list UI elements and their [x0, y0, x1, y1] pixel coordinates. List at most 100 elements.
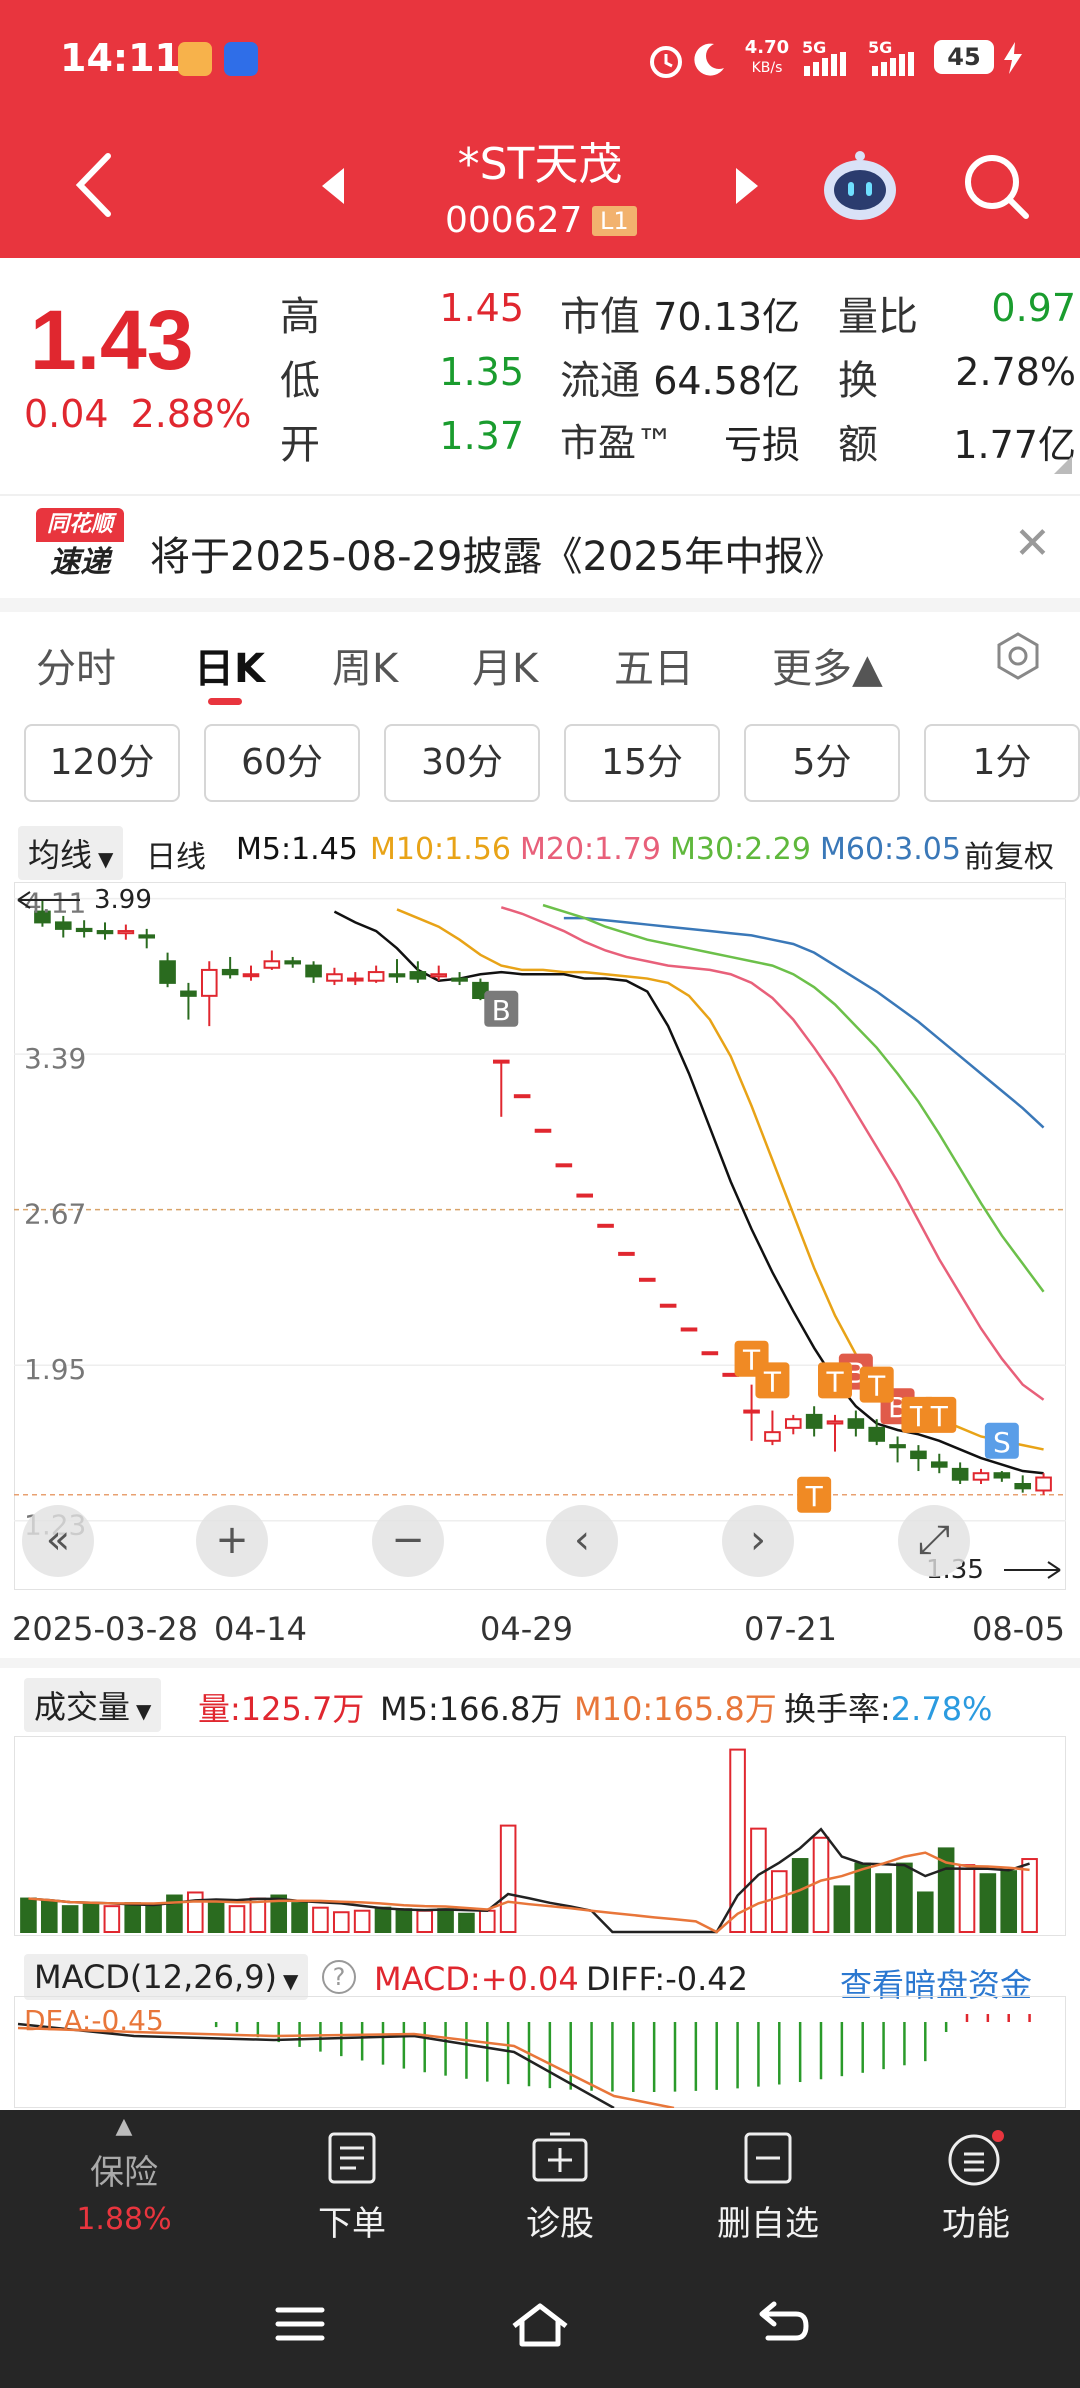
back-nav-icon[interactable]	[752, 2300, 812, 2350]
candle	[346, 977, 364, 982]
ma-line-m60	[563, 916, 1045, 1129]
scroll-right-button[interactable]: ›	[722, 1505, 794, 1577]
order-doc-icon	[328, 2132, 376, 2184]
next-stock-icon[interactable]	[732, 166, 762, 206]
tab-more[interactable]: 更多▲	[772, 646, 883, 692]
volume-ma10-line	[28, 1851, 1030, 1934]
volume-bar	[61, 1905, 79, 1934]
prev-stock-icon[interactable]	[318, 166, 348, 206]
macd-chart[interactable]	[14, 1996, 1066, 2108]
trade-marker-label: T	[805, 1480, 824, 1513]
period-5min[interactable]: 5分	[744, 724, 900, 802]
ma-dropdown[interactable]: 均线 ▼	[18, 826, 124, 880]
macd-frame	[14, 1996, 1066, 2108]
adjust-label[interactable]: 前复权	[964, 840, 1054, 875]
zoom-out-button[interactable]: −	[372, 1505, 444, 1577]
candle	[972, 1472, 990, 1481]
tab-weekly-k[interactable]: 周K	[332, 646, 399, 692]
trade-marker-label: T	[867, 1370, 886, 1403]
y-tick-label: 2.67	[24, 1198, 86, 1231]
recent-apps-icon[interactable]	[270, 2300, 330, 2350]
sim1-label: 5G	[802, 38, 827, 57]
volume-bar	[958, 1864, 976, 1933]
settings-icon[interactable]	[992, 630, 1044, 682]
network-speed: 4.70 KB/s	[744, 37, 790, 77]
volume-dropdown[interactable]: 成交量 ▼	[24, 1678, 162, 1732]
nav-order[interactable]: 下单	[272, 2130, 432, 2245]
volume-bar	[353, 1909, 371, 1934]
volume-bar	[1000, 1870, 1018, 1933]
back-icon[interactable]	[70, 150, 120, 220]
volume-bar	[458, 1912, 475, 1933]
trade-marker	[984, 1422, 1019, 1459]
ma10-value: M10:1.56	[370, 832, 511, 867]
scroll-left-button[interactable]: ‹	[546, 1505, 618, 1577]
trade-marker-label: T	[763, 1365, 782, 1398]
candle	[263, 960, 281, 969]
tab-five-day[interactable]: 五日	[614, 646, 694, 692]
candle	[75, 927, 93, 933]
divider	[0, 598, 1080, 612]
trade-marker	[484, 990, 519, 1027]
news-banner[interactable]: 同花顺 速递 将于2025-08-29披露《2025年中报》 ✕	[0, 494, 1080, 598]
robot-assistant-icon[interactable]	[820, 148, 900, 224]
dark-pool-link[interactable]: 查看暗盘资金	[840, 1966, 1033, 2004]
candle	[200, 968, 218, 997]
candle	[430, 973, 448, 978]
volume-bar	[374, 1906, 392, 1933]
volume-bar	[770, 1870, 788, 1933]
level-badge: L1	[592, 206, 637, 236]
period-1min[interactable]: 1分	[924, 724, 1080, 802]
nav-diagnose[interactable]: 诊股	[480, 2130, 640, 2245]
turnover: 换手率:2.78%	[784, 1690, 993, 1728]
period-30min[interactable]: 30分	[384, 724, 540, 802]
volume-bar	[478, 1909, 496, 1934]
volume-chart[interactable]	[14, 1736, 1066, 1936]
help-icon[interactable]: ?	[322, 1960, 356, 1994]
expand-corner-icon[interactable]	[1054, 456, 1072, 474]
candle	[513, 1094, 531, 1099]
tab-monthly-k[interactable]: 月K	[472, 646, 539, 692]
collapse-left-button[interactable]: «	[22, 1505, 94, 1577]
search-icon[interactable]	[962, 152, 1032, 222]
tab-intraday[interactable]: 分时	[36, 646, 116, 692]
bottom-nav: ▲ 保险 1.88% 下单 诊股 删自选	[0, 2110, 1080, 2388]
volume-bar	[20, 1897, 37, 1933]
volume-m10: M10:165.8万	[574, 1690, 777, 1728]
period-120min[interactable]: 120分	[24, 724, 180, 802]
stock-name: *ST天茂	[457, 139, 623, 190]
alarm-icon	[650, 46, 682, 78]
nav-functions[interactable]: 功能	[896, 2130, 1056, 2245]
period-label: 日线	[146, 840, 206, 875]
volume-bar	[1021, 1858, 1038, 1933]
home-icon[interactable]	[508, 2300, 572, 2350]
close-icon[interactable]: ✕	[1014, 518, 1051, 569]
tab-daily-k[interactable]: 日K	[194, 646, 265, 692]
insurance-rate: 1.88%	[76, 2202, 172, 2237]
period-15min[interactable]: 15分	[564, 724, 720, 802]
zoom-in-button[interactable]: +	[196, 1505, 268, 1577]
candle	[54, 921, 72, 930]
fullscreen-button[interactable]: ⤢	[898, 1505, 970, 1577]
candle	[242, 973, 260, 978]
period-60min[interactable]: 60分	[204, 724, 360, 802]
nav-remove-watchlist[interactable]: 删自选	[688, 2130, 848, 2245]
active-tab-indicator	[208, 698, 242, 705]
y-tick-label: 1.95	[24, 1353, 86, 1386]
candle	[159, 960, 176, 984]
nav-insurance[interactable]: ▲ 保险 1.88%	[44, 2110, 204, 2237]
trade-marker	[797, 1476, 832, 1513]
trade-marker	[818, 1362, 852, 1399]
ma-line-m30	[542, 903, 1045, 1293]
macd-dropdown[interactable]: MACD(12,26,9) ▼	[24, 1954, 309, 2000]
candle	[388, 973, 406, 978]
candle	[951, 1467, 969, 1481]
news-logo: 同花顺 速递	[36, 508, 124, 588]
candle	[492, 1059, 510, 1064]
ma20-value: M20:1.79	[520, 832, 661, 867]
date-label-4: 07-21	[744, 1610, 837, 1648]
price-change: 0.04 2.88%	[24, 392, 252, 436]
macd-value: MACD:+0.04	[374, 1960, 579, 1998]
volume-bar	[207, 1900, 225, 1934]
